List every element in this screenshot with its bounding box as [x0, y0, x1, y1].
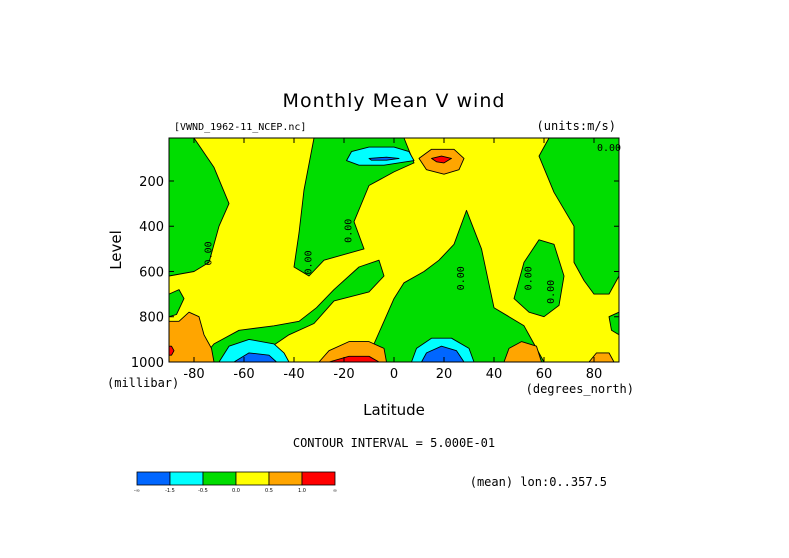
x-tick-label: 20	[436, 367, 453, 382]
colorbar-swatch	[235, 471, 270, 486]
y-tick-label: 200	[139, 175, 164, 190]
colorbar-label: 0.0	[232, 488, 240, 494]
contour-interval-text: CONTOUR INTERVAL = 5.000E-01	[293, 436, 495, 450]
colorbar-label: 0.5	[265, 488, 273, 494]
y-axis-label: Level	[107, 230, 125, 270]
colorbar-swatch	[169, 471, 204, 486]
contour-region-neg-eq-lower	[373, 209, 545, 363]
x-tick-label: 40	[486, 367, 503, 382]
contour-label: 0.00	[204, 241, 215, 265]
y-tick-label: 400	[139, 220, 164, 235]
colorbar-swatch	[301, 471, 336, 486]
colorbar-label: -∞	[134, 488, 140, 494]
colorbar-label: 1.0	[298, 488, 306, 494]
y-unit-label: (millibar)	[107, 376, 179, 390]
x-tick-label: 80	[586, 367, 603, 382]
colorbar: -∞ -1.5 -0.5 0.0 0.5 1.0 ∞	[134, 471, 337, 494]
contour-region-pos-jet-nh-core	[431, 155, 452, 164]
contour-region-neg-nh-mid	[513, 239, 565, 318]
x-tick-label: 0	[390, 367, 398, 382]
x-tick-label: -60	[233, 367, 254, 382]
colorbar-label: -1.5	[165, 488, 175, 494]
y-ticks: 200 400 600 800 1000	[131, 175, 619, 371]
colorbar-swatch	[136, 471, 171, 486]
colorbar-swatch	[202, 471, 237, 486]
units-label: (units:m/s)	[537, 119, 616, 133]
contour-region-neg-jet-sh-core	[368, 156, 400, 161]
x-axis-label: Latitude	[363, 401, 425, 419]
chart-title: Monthly Mean V wind	[283, 90, 506, 112]
contour-label: 0.00	[524, 266, 535, 290]
x-tick-label: -20	[333, 367, 354, 382]
file-label: [VWND_1962-11_NCEP.nc]	[174, 122, 306, 133]
contour-label: 0.00	[344, 219, 355, 243]
contour-label: 0.00	[546, 280, 557, 304]
y-tick-label: 1000	[131, 356, 164, 371]
x-tick-label: -40	[283, 367, 304, 382]
contour-label: 0.00	[597, 143, 621, 154]
contour-regions	[168, 137, 620, 363]
contour-region-neg-sh-west	[168, 137, 230, 277]
colorbar-label: -0.5	[198, 488, 208, 494]
plot-area: -80 -60 -40 -20 0 20 40 60 80 200 400 600 800 1000 0…	[131, 137, 622, 382]
contour-region-neg-tropics-upper	[293, 137, 415, 277]
contour-label: 0.00	[456, 266, 467, 290]
colorbar-label: ∞	[333, 488, 337, 494]
x-tick-label: 60	[536, 367, 553, 382]
mean-text: (mean) lon:0..357.5	[470, 475, 607, 489]
contour-labels: 0.00 0.00 0.00 0.00 0.00 0.00 0.00	[204, 143, 622, 304]
contour-label: 0.00	[304, 250, 315, 274]
x-ticks: -80 -60 -40 -20 0 20 40 60 80	[183, 138, 602, 382]
contour-region-neg-sh-lower	[198, 259, 385, 363]
contour-region-neg-jet-sh	[346, 146, 415, 166]
y-tick-label: 800	[139, 311, 164, 326]
colorbar-swatch	[268, 471, 303, 486]
y-tick-label: 600	[139, 265, 164, 280]
x-tick-label: -80	[183, 367, 204, 382]
x-unit-label: (degrees_north)	[526, 382, 634, 396]
